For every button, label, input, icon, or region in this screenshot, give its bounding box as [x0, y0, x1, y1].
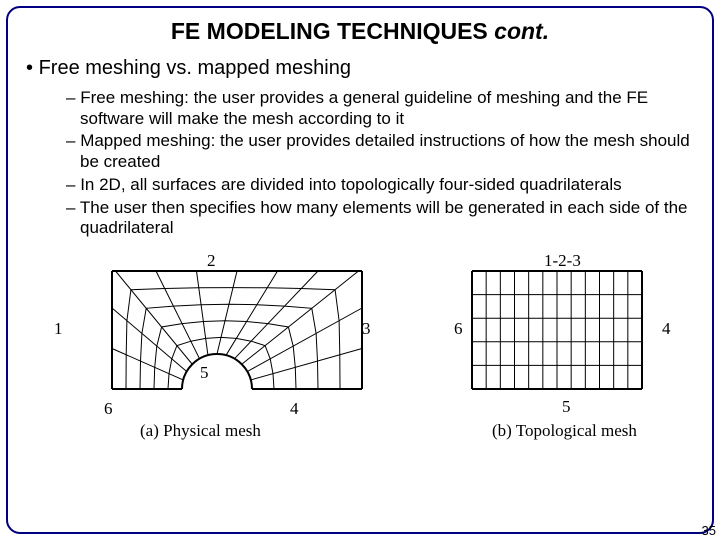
- fig-topological-mesh: [452, 249, 662, 399]
- fig-physical-mesh: [62, 249, 372, 419]
- figA-label-br: 4: [290, 399, 299, 419]
- figB-label-right: 4: [662, 319, 671, 339]
- bullet-level2-3: In 2D, all surfaces are divided into top…: [66, 175, 690, 196]
- figA-label-right: 3: [362, 319, 371, 339]
- figA-label-top: 2: [207, 251, 216, 271]
- figB-label-left: 6: [454, 319, 463, 339]
- figA-label-left: 1: [54, 319, 63, 339]
- page-number: 35: [702, 523, 716, 538]
- figures-area: 2 1 3 5 6 4 (a) Physical mesh 1-2-3 6 4 …: [22, 249, 698, 469]
- figB-label-top: 1-2-3: [544, 251, 581, 271]
- bullet-level2-4: The user then specifies how many element…: [66, 198, 690, 239]
- bullet-level2-1: Free meshing: the user provides a genera…: [66, 88, 690, 129]
- slide-frame: FE MODELING TECHNIQUES cont. Free meshin…: [6, 6, 714, 534]
- figA-label-inner: 5: [200, 363, 209, 383]
- figA-label-bl: 6: [104, 399, 113, 419]
- figA-caption: (a) Physical mesh: [140, 421, 261, 441]
- title-main: FE MODELING TECHNIQUES: [171, 18, 494, 44]
- bullet-level2-2: Mapped meshing: the user provides detail…: [66, 131, 690, 172]
- figB-label-bottom: 5: [562, 397, 571, 417]
- slide-title: FE MODELING TECHNIQUES cont.: [22, 18, 698, 45]
- title-cont: cont.: [494, 18, 549, 44]
- figB-caption: (b) Topological mesh: [492, 421, 637, 441]
- bullet-level1: Free meshing vs. mapped meshing: [26, 57, 698, 80]
